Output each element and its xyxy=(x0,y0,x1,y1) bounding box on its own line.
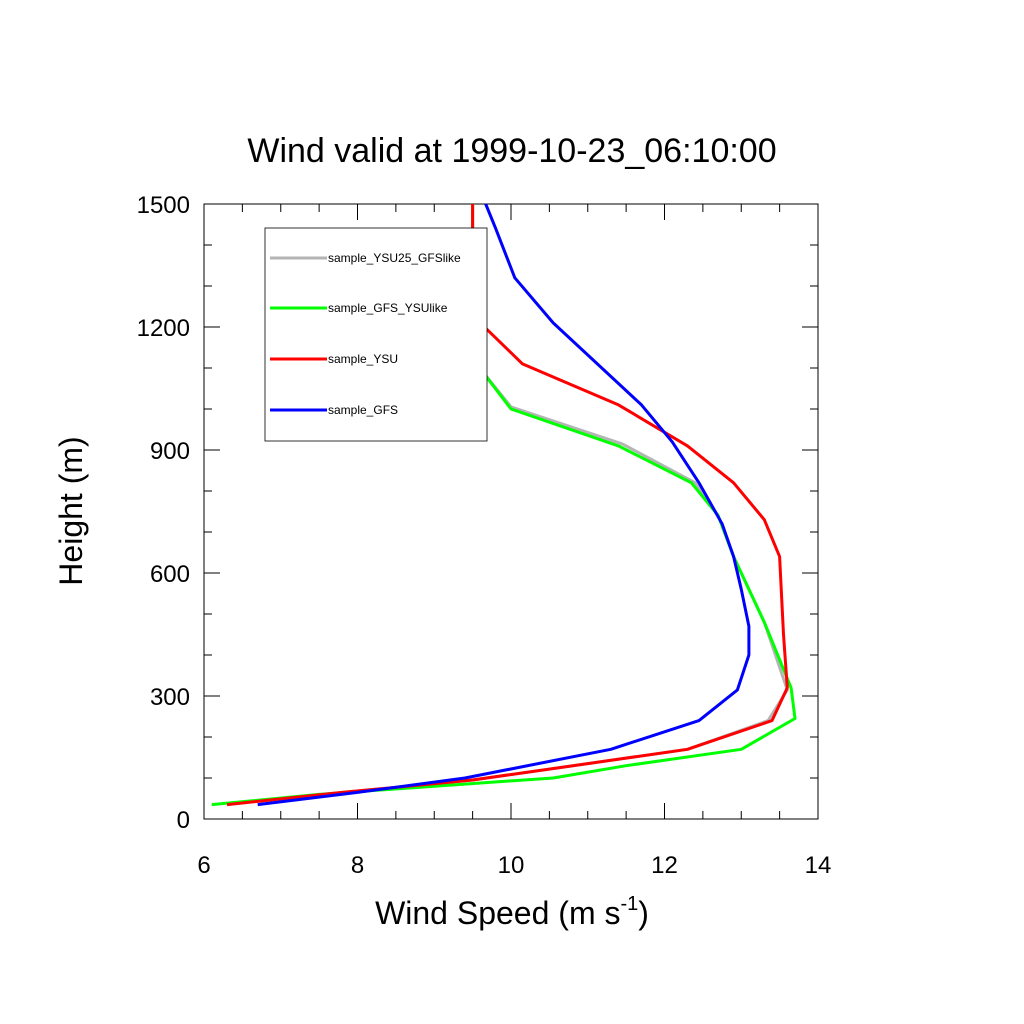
legend-box xyxy=(264,227,488,442)
legend-label: sample_GFS_YSUlike xyxy=(328,301,448,315)
x-tick-label: 8 xyxy=(351,852,364,879)
legend-label: sample_YSU xyxy=(328,352,398,366)
x-tick-label: 12 xyxy=(651,852,678,879)
y-tick-label: 1500 xyxy=(137,192,190,219)
series-line-sample_GFS xyxy=(257,203,751,807)
legend: sample_YSU25_GFSlike sample_GFS_YSUlikesa… xyxy=(264,227,488,442)
x-axis-label-main: Wind Speed (m s xyxy=(375,895,620,931)
legend-items: sample_YSU25_GFSlike sample_GFS_YSUlikesa… xyxy=(270,251,461,417)
x-axis-label: Wind Speed (m s-1) xyxy=(375,893,649,931)
y-tick-label: 1200 xyxy=(137,315,190,342)
y-tick-label: 600 xyxy=(150,561,190,588)
y-tick-label: 0 xyxy=(177,807,190,834)
y-tick-label: 900 xyxy=(150,438,190,465)
y-axis-label: Height (m) xyxy=(53,436,89,585)
x-axis-label-close: ) xyxy=(638,895,649,931)
x-tick-label: 10 xyxy=(498,852,525,879)
legend-label: sample_GFS xyxy=(328,403,398,417)
x-tick-label: 14 xyxy=(805,852,832,879)
y-tick-label: 300 xyxy=(150,684,190,711)
x-axis-label-exponent: -1 xyxy=(620,893,638,915)
ticks-layer: 6 8 10 12 14 0 300 600 900 1200 1500 xyxy=(137,192,832,879)
legend-label: sample_YSU25_GFSlike xyxy=(328,251,461,265)
chart-title: Wind valid at 1999-10-23_06:10:00 xyxy=(247,132,776,170)
x-tick-label: 6 xyxy=(197,852,210,879)
